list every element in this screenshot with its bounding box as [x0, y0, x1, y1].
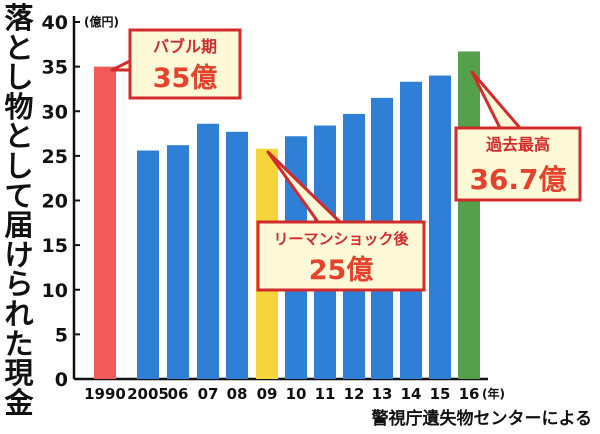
callout-09: リーマンショック後 25億 — [256, 150, 426, 292]
y-tick-label: 0 — [55, 369, 68, 391]
x-tick-label: 16 — [459, 385, 480, 403]
callout-box — [256, 220, 426, 292]
y-tick-label: 5 — [55, 324, 68, 346]
x-tick-label: 15 — [430, 385, 451, 403]
x-tick-label: 12 — [344, 385, 365, 403]
callout-label: 過去最高 — [485, 135, 550, 154]
bar-16 — [458, 51, 480, 379]
callout-value: 25億 — [309, 255, 374, 286]
y-tick-label: 25 — [42, 146, 68, 168]
x-tick-label: 14 — [401, 385, 422, 403]
x-axis-label: (年) — [482, 386, 505, 401]
y-axis-label: (億円) — [84, 14, 119, 29]
x-tick-label: 11 — [315, 385, 336, 403]
bar-15 — [429, 75, 451, 380]
bar-06 — [167, 145, 189, 379]
callout-16: 過去最高 36.7億 — [454, 70, 582, 202]
callout-box — [454, 126, 582, 202]
y-tick-label: 20 — [42, 191, 68, 213]
y-tick-label: 35 — [42, 57, 68, 79]
x-tick-label: 09 — [257, 385, 278, 403]
x-tick-label: 06 — [168, 385, 189, 403]
y-tick-label: 15 — [42, 235, 68, 257]
bar-08 — [226, 131, 248, 379]
x-tick-label: 10 — [286, 385, 307, 403]
x-tick-label: 08 — [227, 385, 248, 403]
bar-07 — [197, 123, 219, 380]
y-tick-label: 40 — [42, 12, 68, 34]
x-tick-label: 2005 — [127, 385, 169, 403]
callout-value: 35億 — [153, 63, 218, 94]
callout-box — [128, 28, 242, 100]
callout-label: リーマンショック後 — [273, 230, 409, 248]
callout-value: 36.7億 — [469, 163, 566, 196]
callout-1990: バブル期 35億 — [110, 28, 242, 100]
y-tick-label: 10 — [42, 280, 68, 302]
x-tick-label: 13 — [372, 385, 393, 403]
chart-title: 落とし物として届けられた現金 — [4, 1, 34, 420]
callout-label: バブル期 — [153, 37, 217, 56]
x-tick-label: 07 — [198, 385, 219, 403]
source-note: 警視庁遺失物センターによる — [371, 409, 593, 429]
bar-2005 — [137, 150, 159, 379]
x-tick-label: 1990 — [84, 385, 126, 403]
bar-1990 — [94, 66, 116, 379]
y-tick-label: 30 — [42, 101, 68, 123]
